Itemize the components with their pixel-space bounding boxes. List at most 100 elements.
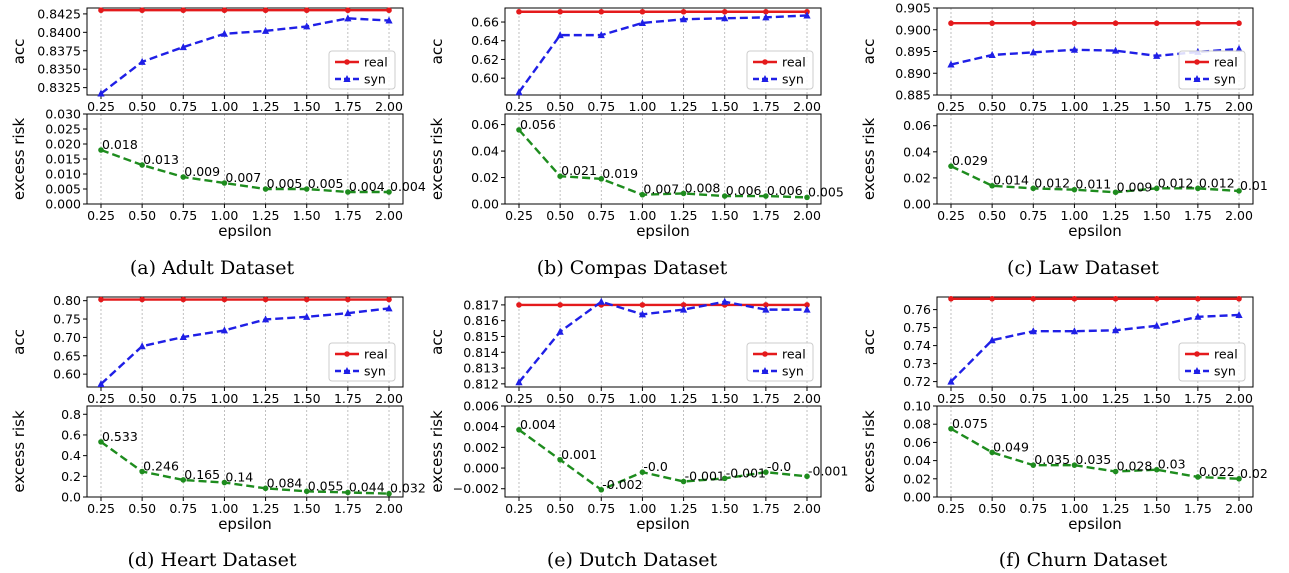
series-real-point	[989, 296, 995, 302]
risk-ytick-label: 0.0	[61, 490, 81, 505]
risk-data-label: -0.001	[685, 468, 725, 483]
risk-data-label: -0.001	[726, 465, 766, 480]
legend-syn-label: syn	[782, 364, 804, 379]
acc-xtick-label: 1.25	[670, 391, 698, 406]
series-syn-point	[638, 310, 647, 318]
legend-syn-label: syn	[364, 364, 386, 379]
series-syn-point	[1111, 326, 1120, 334]
risk-ytick-label: 0.8	[61, 407, 81, 422]
risk-data-label: 0.035	[1034, 452, 1070, 467]
acc-ytick-label: 0.66	[471, 15, 499, 30]
risk-ytick-label: 0.06	[471, 117, 499, 132]
acc-xtick-label: 0.75	[169, 391, 197, 406]
acc-ytick-label: 0.65	[53, 348, 81, 363]
risk-ytick-label: 0.00	[903, 490, 931, 505]
risk-data-label: -0.0	[767, 459, 791, 474]
risk-ytick-label: 0.04	[903, 144, 931, 159]
chart-adult: 0.8325 0.8350 0.8375 0.8400 0.8425 0.25 0.50 0.…	[10, 6, 426, 279]
churn-risk-panel: 0.00 0.02 0.04 0.06 0.08 0.10 0.25 0.50 0.75 1.00…	[860, 399, 1268, 534]
subfigure-caption: (b) Compas Dataset	[537, 257, 728, 279]
risk-data-label: 0.044	[349, 479, 385, 494]
series-risk-point	[516, 127, 522, 133]
risk-xtick-label: 1.00	[1061, 501, 1089, 516]
risk-xtick-label: 1.00	[629, 208, 657, 223]
series-real-point	[516, 302, 522, 308]
risk-axes-frame	[86, 405, 404, 498]
series-risk-point	[262, 485, 269, 492]
acc-xtick-label: 1.00	[629, 99, 657, 114]
legend-syn-label: syn	[1214, 72, 1236, 87]
series-risk-point	[557, 456, 563, 463]
acc-ytick-label: 0.812	[463, 376, 499, 391]
risk-xtick-label: 1.25	[1102, 501, 1130, 516]
risk-data-label: -0.001	[808, 463, 848, 478]
risk-xtick-label: 0.25	[505, 501, 533, 516]
series-real-point	[1030, 296, 1037, 302]
series-syn-point	[1029, 48, 1037, 56]
series-risk-point	[1195, 474, 1201, 480]
acc-xtick-label: 0.50	[128, 99, 156, 114]
acc-xtick-label: 0.75	[1019, 391, 1047, 406]
series-risk-point	[386, 490, 392, 497]
acc-ytick-label: 0.76	[903, 302, 931, 317]
risk-ytick-label: 0.02	[903, 471, 931, 486]
risk-ytick-label: 0.08	[903, 417, 931, 432]
risk-xtick-label: 0.50	[546, 501, 574, 516]
acc-xtick-label: 1.50	[711, 99, 739, 114]
law-risk-panel: 0.00 0.02 0.04 0.06 0.25 0.50 0.75 1.00 1.25 1.50…	[860, 113, 1268, 240]
risk-xtick-label: 1.75	[1184, 208, 1212, 223]
acc-axis-label: acc	[10, 39, 28, 65]
acc-ytick-label: 0.70	[53, 330, 81, 345]
risk-xtick-label: 1.50	[1143, 208, 1171, 223]
series-real-point	[721, 8, 728, 15]
series-syn-point	[762, 13, 770, 21]
risk-data-label: 0.005	[308, 176, 344, 191]
series-real-point	[303, 296, 310, 303]
risk-axis-label: excess risk	[860, 410, 878, 493]
risk-xtick-label: 0.50	[546, 208, 574, 223]
risk-ytick-label: 0.06	[903, 118, 931, 133]
series-syn-point	[1235, 311, 1243, 318]
acc-ytick-label: 0.895	[895, 44, 931, 59]
heart-acc-panel: 0.60 0.65 0.70 0.75 0.80 0.25 0.50 0.75 1.00 1.25…	[10, 293, 404, 406]
series-real-point	[180, 296, 187, 303]
series-syn-line	[518, 14, 808, 93]
acc-xtick-label: 0.25	[505, 99, 533, 114]
risk-xtick-label: 0.25	[937, 208, 965, 223]
risk-data-label: 0.001	[561, 447, 597, 462]
acc-axes-frame	[504, 296, 822, 388]
acc-xtick-label: 2.00	[793, 391, 821, 406]
series-real-point	[763, 8, 769, 15]
series-real-point	[98, 7, 104, 14]
legend-syn-marker	[761, 367, 769, 374]
series-real-point	[303, 7, 310, 14]
x-axis-label: epsilon	[1068, 222, 1122, 240]
series-risk-point	[180, 477, 187, 483]
acc-xtick-label: 0.25	[937, 99, 965, 114]
legend-syn-marker	[1193, 75, 1201, 82]
series-risk-point	[516, 426, 522, 433]
x-axis-label: epsilon	[636, 515, 690, 533]
acc-xtick-label: 2.00	[375, 99, 403, 114]
risk-axis-label: excess risk	[860, 118, 878, 201]
legend: real syn	[746, 342, 814, 382]
acc-ytick-label: 0.75	[903, 320, 931, 335]
series-real-point	[262, 296, 269, 303]
heart-risk-panel: 0.0 0.2 0.4 0.6 0.8 0.25 0.50 0.75 1.00 1.25 1.50 1…	[10, 405, 426, 533]
risk-data-label: 0.028	[1117, 459, 1153, 474]
series-syn-point	[179, 43, 187, 51]
churn-acc-panel: 0.72 0.73 0.74 0.75 0.76 0.25 0.50 0.75 1.00 1.25…	[860, 296, 1254, 406]
series-real-point	[948, 296, 954, 302]
series-syn-point	[1070, 45, 1079, 53]
series-risk-point	[1030, 185, 1037, 192]
risk-xtick-label: 1.25	[252, 501, 280, 516]
series-risk-point	[1236, 188, 1242, 194]
legend-real-marker	[1194, 59, 1200, 65]
acc-xtick-label: 0.25	[87, 99, 115, 114]
series-syn-point	[1070, 327, 1079, 335]
acc-ytick-label: 0.8400	[37, 25, 81, 40]
risk-ytick-label: 0.2	[61, 469, 81, 484]
acc-axes-frame	[936, 296, 1254, 388]
series-syn-point	[1153, 321, 1161, 329]
